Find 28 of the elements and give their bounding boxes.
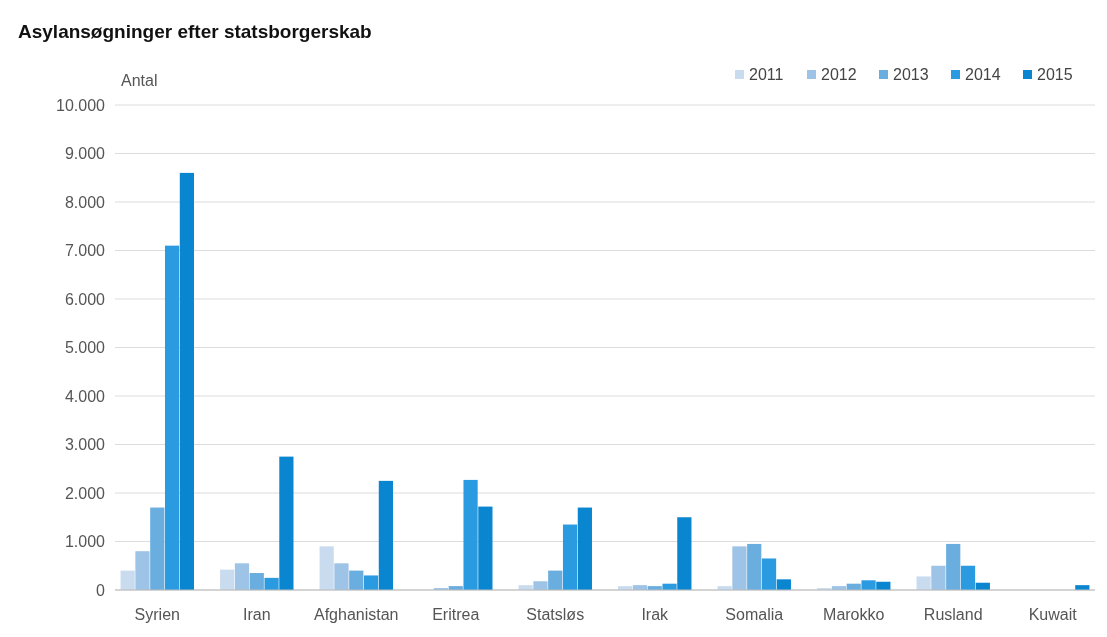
x-tick-label: Eritrea bbox=[432, 606, 480, 623]
chart-title: Asylansøgninger efter statsborgerskab bbox=[18, 21, 372, 42]
x-tick-label: Irak bbox=[641, 606, 670, 623]
legend-label: 2011 bbox=[749, 66, 784, 83]
legend-label: 2014 bbox=[965, 66, 1001, 83]
legend-label: 2013 bbox=[893, 66, 929, 83]
y-tick-label: 9.000 bbox=[64, 145, 106, 163]
y-tick-label: 8.000 bbox=[64, 193, 106, 211]
y-tick-label: 6.000 bbox=[64, 290, 106, 308]
y-tick-label: 3.000 bbox=[64, 436, 106, 454]
legend-label: 2015 bbox=[1037, 66, 1073, 83]
y-tick-label: 2.000 bbox=[64, 484, 106, 502]
y-tick-label: 4.000 bbox=[64, 387, 106, 405]
y-tick-label: 1.000 bbox=[64, 533, 106, 551]
x-tick-label: Iran bbox=[242, 606, 271, 623]
x-tick-label: Afghanistan bbox=[314, 606, 399, 623]
y-tick-label: 0 bbox=[96, 581, 106, 599]
y-axis-title: Antal bbox=[121, 72, 158, 89]
x-tick-label: Somalia bbox=[725, 606, 784, 623]
x-tick-label: Marokko bbox=[823, 606, 885, 623]
x-tick-label: Syrien bbox=[134, 606, 180, 623]
x-tick-label: Statsløs bbox=[526, 606, 585, 623]
x-tick-label: Kuwait bbox=[1028, 606, 1078, 623]
y-tick-label: 7.000 bbox=[64, 242, 106, 260]
legend-label: 2012 bbox=[821, 66, 857, 83]
x-tick-label: Rusland bbox=[923, 606, 983, 623]
y-tick-label: 5.000 bbox=[64, 339, 106, 357]
y-tick-label: 10.000 bbox=[56, 96, 106, 114]
